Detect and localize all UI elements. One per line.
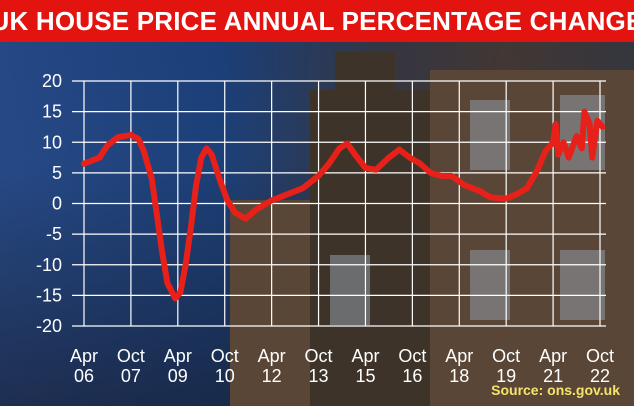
x-tick-label-year: 06: [74, 366, 94, 386]
x-tick-label-year: 21: [543, 366, 563, 386]
y-tick-label: -5: [46, 224, 62, 244]
y-tick-label: 0: [52, 194, 62, 214]
y-tick-label: -10: [36, 255, 62, 275]
x-tick-label-month: Apr: [445, 346, 473, 366]
x-tick-label-year: 09: [168, 366, 188, 386]
y-tick-label: 20: [42, 71, 62, 91]
x-tick-label-year: 07: [121, 366, 141, 386]
source-credit: Source: ons.gov.uk: [491, 382, 620, 398]
x-tick-label-year: 12: [262, 366, 282, 386]
x-tick-label-year: 19: [496, 366, 516, 386]
x-tick-label-month: Oct: [211, 346, 239, 366]
series-line: [81, 108, 606, 302]
x-tick-label-month: Oct: [492, 346, 520, 366]
x-tick-label-month: Apr: [164, 346, 192, 366]
y-tick-label: -15: [36, 285, 62, 305]
title-bar: UK HOUSE PRICE ANNUAL PERCENTAGE CHANGE: [0, 0, 634, 42]
x-tick-label-month: Apr: [70, 346, 98, 366]
y-tick-label: -20: [36, 316, 62, 336]
x-tick-label-month: Oct: [117, 346, 145, 366]
x-tick-label-month: Apr: [539, 346, 567, 366]
background-window: [560, 250, 605, 320]
x-tick-label-month: Apr: [351, 346, 379, 366]
x-tick-label-month: Apr: [258, 346, 286, 366]
x-tick-label-year: 15: [355, 366, 375, 386]
x-tick-label-year: 10: [215, 366, 235, 386]
y-tick-label: 5: [52, 163, 62, 183]
chart-title: UK HOUSE PRICE ANNUAL PERCENTAGE CHANGE: [0, 5, 634, 36]
x-tick-label-month: Oct: [586, 346, 614, 366]
x-tick-label-year: 16: [402, 366, 422, 386]
background-window: [470, 250, 510, 320]
line-chart: 20151050-5-10-15-20Apr06Oct07Apr09Oct10A…: [36, 71, 614, 386]
x-tick-label-year: 18: [449, 366, 469, 386]
y-tick-label: 15: [42, 102, 62, 122]
x-tick-label-year: 13: [309, 366, 329, 386]
x-tick-label-month: Oct: [398, 346, 426, 366]
background-window: [330, 255, 370, 325]
x-tick-label-month: Oct: [305, 346, 333, 366]
y-tick-label: 10: [42, 132, 62, 152]
x-tick-label-year: 22: [590, 366, 610, 386]
